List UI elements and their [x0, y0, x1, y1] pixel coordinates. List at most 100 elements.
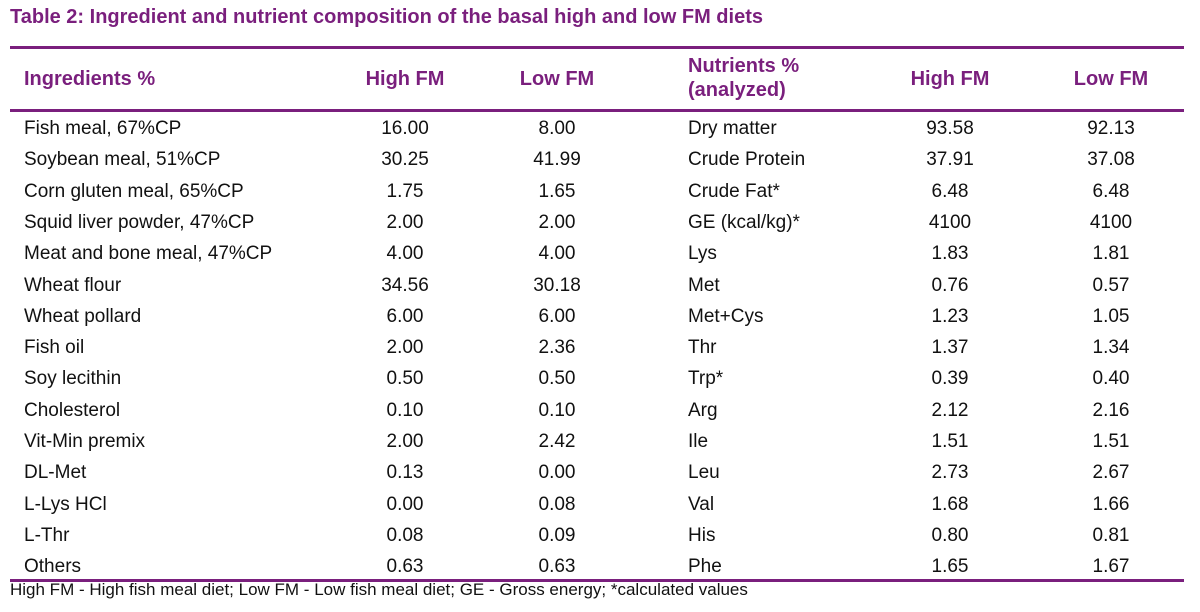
ingredient-low-fm-cell: 6.00 [538, 305, 576, 327]
nutrient-name-cell: Crude Protein [688, 149, 806, 171]
table-row: Soybean meal, 51%CP 30.25 41.99 Crude Prote… [10, 144, 1184, 175]
nutrient-low-fm-cell: 0.40 [1092, 368, 1130, 390]
ingredient-name-cell: L-Thr [24, 524, 70, 546]
nutrient-high-fm-cell: 1.83 [931, 243, 969, 265]
ingredient-low-fm-cell: 4.00 [538, 243, 576, 265]
table-title: Table 2: Ingredient and nutrient composi… [10, 6, 763, 28]
nutrient-name-cell: Met [688, 274, 720, 296]
ingredient-high-fm-cell: 0.63 [386, 556, 424, 578]
ingredient-name-cell: Soybean meal, 51%CP [24, 149, 221, 171]
table-row: Cholesterol 0.10 0.10 Arg 2.12 2.16 [10, 395, 1184, 426]
nutrient-name-cell: Phe [688, 556, 722, 578]
ingredient-high-fm-cell: 1.75 [386, 180, 424, 202]
ingredient-high-fm-cell: 2.00 [386, 337, 424, 359]
nutrient-name-cell: Leu [688, 462, 720, 484]
nutrient-high-fm-cell: 1.68 [931, 493, 969, 515]
table-row: Soy lecithin 0.50 0.50 Trp* 0.39 0.40 [10, 363, 1184, 394]
table-footnote: High FM - High fish meal diet; Low FM - … [10, 580, 748, 599]
ingredient-name-cell: Fish meal, 67%CP [24, 118, 182, 139]
nutrient-high-fm-cell: 1.23 [931, 305, 969, 327]
nutrient-name-cell: His [688, 524, 716, 546]
nutrient-low-fm-cell: 4100 [1089, 211, 1133, 233]
nutrient-low-fm-cell: 1.67 [1092, 556, 1130, 578]
table-row: L-Thr 0.08 0.09 His 0.80 0.81 [10, 520, 1184, 551]
ingredient-high-fm-cell: 0.13 [386, 462, 424, 484]
ingredient-name-cell: Fish oil [24, 337, 85, 359]
composition-table: Ingredients % High FM Low FM Nutrients %… [10, 46, 1184, 582]
nutrient-high-fm-cell: 0.39 [931, 368, 969, 390]
header-nutrients-line1: Nutrients % [688, 55, 800, 77]
ingredient-name-cell: Wheat pollard [24, 305, 142, 327]
nutrient-name-cell: Met+Cys [688, 305, 764, 327]
header-nutrients: Nutrients % (analyzed) [688, 54, 799, 102]
table-row: Fish oil 2.00 2.36 Thr 1.37 1.34 [10, 332, 1184, 363]
ingredient-high-fm-cell: 0.50 [386, 368, 424, 390]
ingredient-high-fm-cell: 0.08 [386, 524, 424, 546]
table-row: Wheat flour 34.56 30.18 Met 0.76 0.57 [10, 270, 1184, 301]
table-row: Wheat pollard 6.00 6.00 Met+Cys 1.23 1.05 [10, 301, 1184, 332]
nutrient-low-fm-cell: 1.66 [1092, 493, 1130, 515]
ingredient-high-fm-cell: 6.00 [386, 305, 424, 327]
header-ingredients: Ingredients % [24, 68, 156, 90]
header-high-fm-ingredients: High FM [365, 68, 445, 90]
ingredient-high-fm-cell: 0.10 [386, 399, 424, 421]
ingredient-name-cell: L-Lys HCl [24, 493, 107, 515]
header-high-fm-nutrients: High FM [910, 68, 990, 90]
nutrient-low-fm-cell: 1.81 [1092, 243, 1130, 265]
nutrient-high-fm-cell: 37.91 [926, 149, 974, 171]
table-row: Others 0.63 0.63 Phe 1.65 1.67 [10, 551, 1184, 582]
nutrient-name-cell: Val [688, 493, 715, 515]
ingredient-low-fm-cell: 0.63 [538, 556, 576, 578]
table-row: Meat and bone meal, 47%CP 4.00 4.00 Lys 1.83… [10, 238, 1184, 269]
ingredient-low-fm-cell: 8.00 [538, 118, 576, 139]
nutrient-high-fm-cell: 1.37 [931, 337, 969, 359]
ingredient-name-cell: DL-Met [24, 462, 87, 484]
ingredient-low-fm-cell: 2.42 [538, 431, 576, 452]
nutrient-low-fm-cell: 0.57 [1092, 274, 1130, 296]
ingredient-low-fm-cell: 0.50 [538, 368, 576, 390]
ingredient-high-fm-cell: 2.00 [386, 211, 424, 233]
ingredient-high-fm-cell: 0.00 [386, 493, 424, 515]
ingredient-name-cell: Others [24, 556, 82, 578]
ingredient-low-fm-cell: 30.18 [533, 274, 581, 296]
nutrient-high-fm-cell: 1.65 [931, 556, 969, 578]
nutrient-low-fm-cell: 37.08 [1087, 149, 1135, 171]
ingredient-name-cell: Wheat flour [24, 274, 122, 296]
nutrient-low-fm-cell: 1.05 [1092, 305, 1130, 327]
table-row: Squid liver powder, 47%CP 2.00 2.00 GE (kca… [10, 207, 1184, 238]
nutrient-name-cell: Arg [688, 399, 718, 421]
ingredient-high-fm-cell: 34.56 [381, 274, 429, 296]
nutrient-low-fm-cell: 1.34 [1092, 337, 1130, 359]
ingredient-high-fm-cell: 2.00 [386, 431, 424, 452]
ingredient-high-fm-cell: 30.25 [381, 149, 429, 171]
ingredient-name-cell: Cholesterol [24, 399, 121, 421]
ingredient-low-fm-cell: 2.00 [538, 211, 576, 233]
nutrient-name-cell: Dry matter [688, 118, 777, 139]
table-row: Corn gluten meal, 65%CP 1.75 1.65 Crude Fat… [10, 176, 1184, 207]
ingredient-high-fm-cell: 4.00 [386, 243, 424, 265]
nutrient-low-fm-cell: 1.51 [1092, 431, 1130, 452]
table-row: L-Lys HCl 0.00 0.08 Val 1.68 1.66 [10, 489, 1184, 520]
header-low-fm-ingredients: Low FM [519, 68, 595, 90]
ingredient-low-fm-cell: 0.09 [538, 524, 576, 546]
ingredient-low-fm-cell: 2.36 [538, 337, 576, 359]
header-divider [10, 109, 1184, 112]
nutrient-name-cell: Thr [688, 337, 717, 359]
nutrient-low-fm-cell: 92.13 [1087, 118, 1135, 139]
nutrient-low-fm-cell: 0.81 [1092, 524, 1130, 546]
nutrient-high-fm-cell: 0.76 [931, 274, 969, 296]
nutrient-high-fm-cell: 2.12 [931, 399, 969, 421]
nutrient-name-cell: Trp* [688, 368, 724, 390]
ingredient-high-fm-cell: 16.00 [381, 118, 429, 139]
nutrient-low-fm-cell: 2.67 [1092, 462, 1130, 484]
header-low-fm-nutrients: Low FM [1073, 68, 1149, 90]
nutrient-high-fm-cell: 4100 [928, 211, 972, 233]
ingredient-name-cell: Soy lecithin [24, 368, 122, 390]
nutrient-name-cell: GE (kcal/kg)* [688, 211, 800, 233]
nutrient-high-fm-cell: 93.58 [926, 118, 974, 139]
ingredient-low-fm-cell: 0.00 [538, 462, 576, 484]
table-row: DL-Met 0.13 0.00 Leu 2.73 2.67 [10, 457, 1184, 488]
ingredient-low-fm-cell: 0.08 [538, 493, 576, 515]
nutrient-name-cell: Crude Fat* [688, 180, 780, 202]
nutrient-high-fm-cell: 2.73 [931, 462, 969, 484]
